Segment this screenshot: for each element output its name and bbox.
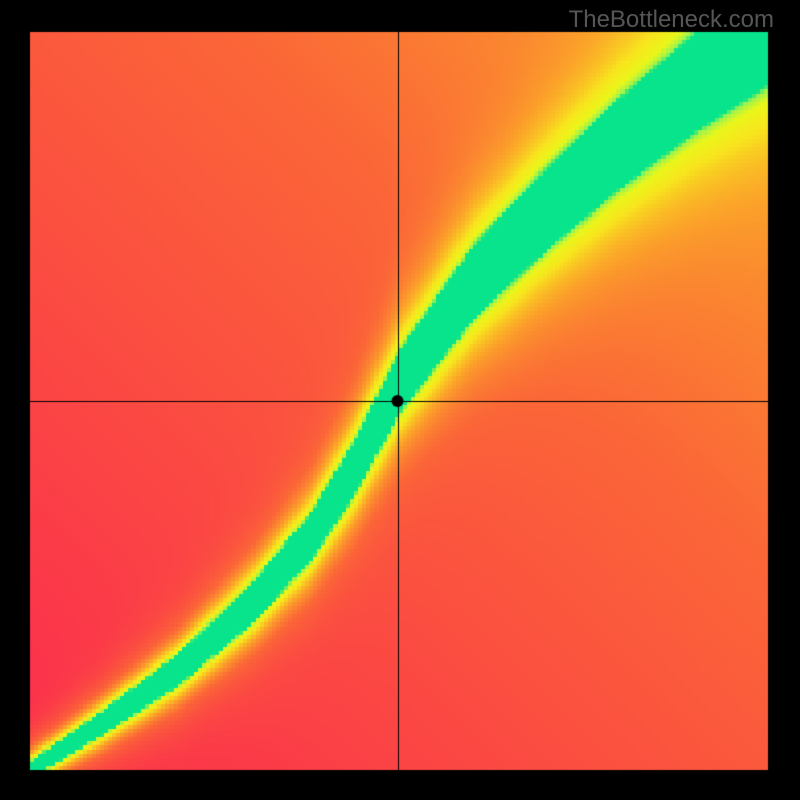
watermark-text: TheBottleneck.com	[569, 6, 774, 34]
bottleneck-heatmap-chart: { "watermark": { "text": "TheBottleneck.…	[0, 0, 800, 800]
heatmap-canvas	[0, 0, 800, 800]
